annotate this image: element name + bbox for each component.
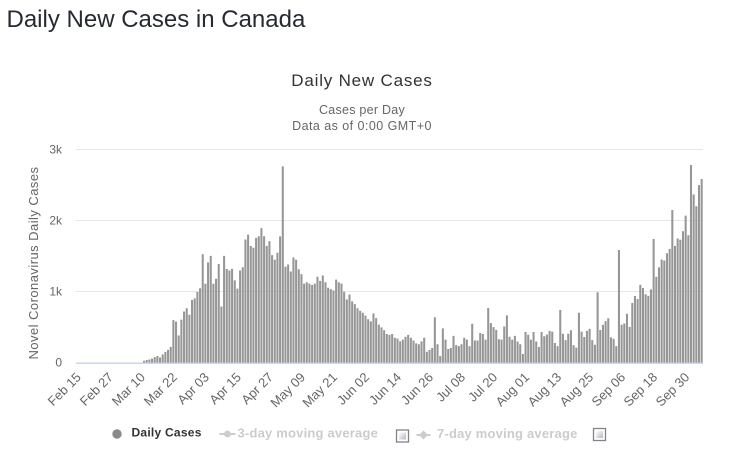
svg-text:Daily New Cases: Daily New Cases [291,71,432,90]
svg-text:Aug 25: Aug 25 [556,370,596,410]
svg-text:Apr 03: Apr 03 [174,370,212,408]
svg-text:Sep 30: Sep 30 [653,370,693,410]
svg-text:1k: 1k [49,285,63,299]
svg-text:Daily Cases: Daily Cases [132,426,202,440]
svg-text:7-day moving average: 7-day moving average [437,426,578,441]
svg-text:Novel Coronavirus Daily Cases: Novel Coronavirus Daily Cases [26,166,41,359]
svg-text:3-day moving average: 3-day moving average [238,426,379,441]
svg-text:Data as of 0:00 GMT+0: Data as of 0:00 GMT+0 [292,119,432,133]
svg-text:Aug 01: Aug 01 [492,370,532,410]
svg-text:Sep 18: Sep 18 [620,370,660,410]
svg-text:Mar 22: Mar 22 [141,370,180,409]
svg-text:Feb 15: Feb 15 [45,370,84,409]
svg-text:Mar 10: Mar 10 [109,370,148,409]
svg-text:Apr 15: Apr 15 [206,370,244,408]
svg-text:Sep 06: Sep 06 [588,370,628,410]
svg-text:Jul 08: Jul 08 [433,370,468,405]
svg-text:3k: 3k [49,143,63,157]
svg-text:Jun 26: Jun 26 [398,370,436,408]
svg-text:0: 0 [55,356,62,370]
svg-text:Cases per Day: Cases per Day [319,103,405,117]
svg-text:2k: 2k [49,214,63,228]
svg-text:Feb 27: Feb 27 [77,370,116,409]
svg-text:Jun 14: Jun 14 [366,370,404,408]
svg-text:Jun 02: Jun 02 [334,370,372,408]
svg-text:May 09: May 09 [267,370,308,411]
svg-text:Aug 13: Aug 13 [524,370,564,410]
svg-text:May 21: May 21 [299,370,340,411]
